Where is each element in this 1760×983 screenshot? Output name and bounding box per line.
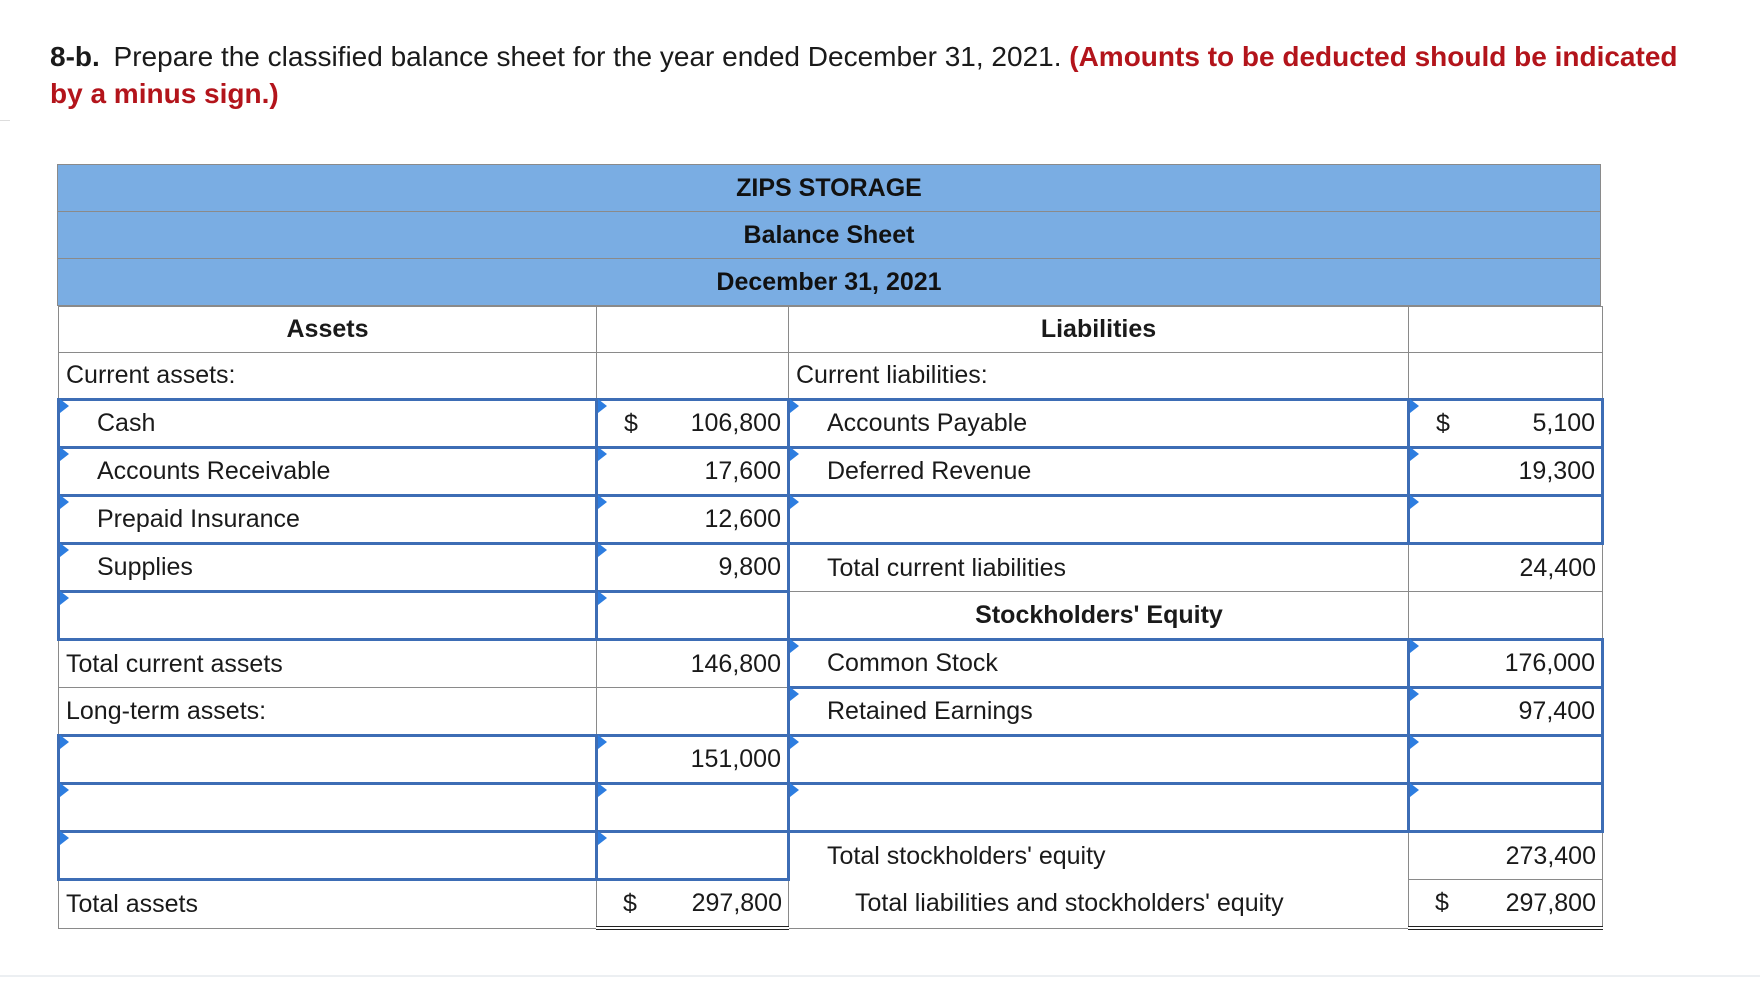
total-current-assets: 146,800 <box>596 639 789 688</box>
table-row: Accounts Receivable 17,600 Deferred Reve… <box>57 446 1604 497</box>
footer-divider <box>0 975 1760 977</box>
equity-amount-input[interactable]: 97,400 <box>1407 686 1604 737</box>
company-name: ZIPS STORAGE <box>57 164 1601 211</box>
statement-title: Balance Sheet <box>57 211 1601 258</box>
liability-name-input[interactable]: Accounts Payable <box>787 398 1410 449</box>
table-row: Current assets: Current liabilities: <box>58 352 1603 400</box>
dollar-sign: $ <box>623 889 637 917</box>
long-term-amount-input[interactable] <box>595 782 790 833</box>
table-row <box>57 782 1604 833</box>
total-le: $297,800 <box>1408 879 1603 930</box>
liability-amount-input[interactable]: 19,300 <box>1407 446 1604 497</box>
liability-amount-input[interactable]: $5,100 <box>1407 398 1604 449</box>
table-row: Long-term assets: Retained Earnings 97,4… <box>58 686 1604 737</box>
long-term-assets-label: Long-term assets: <box>58 687 597 736</box>
total-le-label: Total liabilities and stockholders' equi… <box>788 879 1409 929</box>
asset-amount-input[interactable]: 12,600 <box>595 494 790 545</box>
balance-sheet-table: Assets Liabilities Current assets: Curre… <box>57 306 1604 930</box>
long-term-amount-input[interactable]: 151,000 <box>595 734 790 785</box>
empty-cell <box>596 306 789 353</box>
liabilities-header: Liabilities <box>788 306 1409 353</box>
dollar-sign: $ <box>624 409 638 437</box>
question-text: 8-b. Prepare the classified balance shee… <box>50 38 1710 112</box>
empty-cell <box>1408 591 1603 640</box>
long-term-amount-input[interactable] <box>595 830 790 881</box>
table-row: Total stockholders' equity 273,400 <box>57 830 1603 881</box>
asset-amount-input[interactable]: $106,800 <box>595 398 790 449</box>
total-assets: $297,800 <box>596 879 789 930</box>
total-assets-value: 297,800 <box>691 889 782 917</box>
equity-name-input[interactable]: Common Stock <box>787 638 1410 689</box>
asset-amount: 106,800 <box>690 409 781 437</box>
liability-name-input[interactable]: Deferred Revenue <box>787 446 1410 497</box>
long-term-name-input[interactable] <box>57 734 598 785</box>
table-row: 151,000 <box>57 734 1604 785</box>
statement-date: December 31, 2021 <box>57 258 1601 306</box>
equity-name-input[interactable] <box>787 734 1410 785</box>
table-row: Prepaid Insurance 12,600 <box>57 494 1604 545</box>
balance-sheet: ZIPS STORAGE Balance Sheet December 31, … <box>57 164 1604 930</box>
long-term-name-input[interactable] <box>57 830 598 881</box>
assets-header: Assets <box>58 306 597 353</box>
asset-name-input[interactable] <box>57 590 598 641</box>
equity-amount-input[interactable] <box>1407 734 1604 785</box>
equity-header: Stockholders' Equity <box>788 591 1409 640</box>
table-row: Total current assets 146,800 Common Stoc… <box>58 638 1604 689</box>
asset-amount-input[interactable]: 17,600 <box>595 446 790 497</box>
total-equity-label: Total stockholders' equity <box>788 831 1409 880</box>
current-liabilities-label: Current liabilities: <box>788 352 1409 400</box>
table-row: Assets Liabilities <box>58 306 1603 353</box>
table-row: Cash $106,800 Accounts Payable $5,100 <box>57 398 1604 449</box>
dollar-sign: $ <box>1436 409 1450 437</box>
empty-cell <box>596 687 789 736</box>
table-row: Stockholders' Equity <box>57 590 1603 641</box>
divider <box>0 120 10 121</box>
question-instruction: (Amounts to be deducted should be indica… <box>50 41 1678 109</box>
current-assets-label: Current assets: <box>58 352 597 400</box>
total-current-liabilities-label: Total current liabilities <box>788 543 1409 592</box>
empty-cell <box>1408 306 1603 353</box>
equity-amount-input[interactable] <box>1407 782 1604 833</box>
asset-amount-input[interactable] <box>595 590 790 641</box>
empty-cell <box>1408 352 1603 400</box>
equity-amount-input[interactable]: 176,000 <box>1407 638 1604 689</box>
asset-name-input[interactable]: Prepaid Insurance <box>57 494 598 545</box>
long-term-name-input[interactable] <box>57 782 598 833</box>
total-equity: 273,400 <box>1408 831 1603 880</box>
asset-amount-input[interactable]: 9,800 <box>595 542 790 593</box>
total-current-assets-label: Total current assets <box>58 639 597 688</box>
table-row: Total assets $297,800 Total liabilities … <box>58 879 1603 930</box>
total-le-value: 297,800 <box>1505 888 1596 917</box>
table-row: Supplies 9,800 Total current liabilities… <box>57 542 1603 593</box>
liability-name-input[interactable] <box>787 494 1410 545</box>
total-assets-label: Total assets <box>58 879 597 929</box>
liability-amount-input[interactable] <box>1407 494 1604 545</box>
empty-cell <box>596 352 789 400</box>
question-number: 8-b. <box>50 41 100 72</box>
asset-name-input[interactable]: Cash <box>57 398 598 449</box>
equity-name-input[interactable] <box>787 782 1410 833</box>
liability-amount: 5,100 <box>1532 409 1595 437</box>
asset-name-input[interactable]: Accounts Receivable <box>57 446 598 497</box>
total-current-liabilities: 24,400 <box>1408 543 1603 592</box>
equity-name-input[interactable]: Retained Earnings <box>787 686 1410 737</box>
question-prompt: Prepare the classified balance sheet for… <box>105 41 1070 72</box>
asset-name-input[interactable]: Supplies <box>57 542 598 593</box>
dollar-sign: $ <box>1435 888 1449 917</box>
